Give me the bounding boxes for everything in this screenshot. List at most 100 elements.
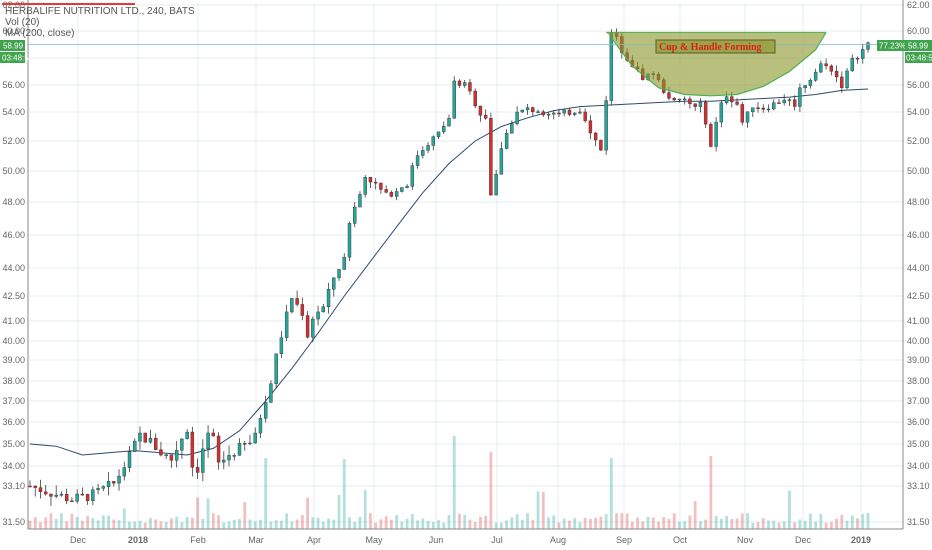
candle-body (353, 206, 357, 224)
x-tick: Mar (248, 535, 264, 545)
candle-body (588, 120, 593, 134)
x-tick: 2018 (128, 535, 148, 545)
y-tick-right: 39.00 (907, 355, 930, 365)
volume-bar (845, 520, 849, 529)
volume-bar (562, 518, 566, 529)
candle-body (368, 177, 373, 183)
candle-body (33, 485, 37, 488)
candle-body (735, 101, 739, 105)
candle-body (180, 438, 184, 451)
candle-body (593, 132, 598, 141)
candle-body (850, 57, 854, 72)
volume-bar (175, 516, 179, 529)
volume-bar (704, 519, 708, 529)
y-tick-left: 39.00 (2, 355, 25, 365)
volume-bar (238, 519, 241, 529)
candle-body (363, 177, 367, 195)
candle-body (777, 102, 781, 104)
candle-body (751, 107, 755, 112)
volume-bar (374, 522, 378, 529)
candle-body (243, 443, 247, 445)
volume-bar (128, 521, 131, 529)
candle-body (536, 111, 540, 113)
volume-bar (599, 516, 603, 529)
volume-bar (101, 515, 105, 529)
candle-body (379, 182, 383, 190)
candle-body (463, 82, 467, 86)
candle-body (410, 165, 415, 187)
volume-bar (683, 521, 687, 529)
volume-bar (515, 514, 519, 529)
candle-body (703, 101, 708, 125)
y-tick-right: 48.00 (907, 197, 930, 207)
candle-body (557, 112, 561, 115)
volume-bar (772, 520, 776, 529)
volume-bar (468, 519, 472, 529)
volume-bar (253, 521, 257, 529)
volume-bar (756, 522, 760, 529)
candle-body (316, 311, 320, 320)
y-tick-right: 34.00 (907, 461, 930, 471)
candle-body (138, 432, 142, 442)
volume-bar (232, 519, 236, 529)
y-tick-left: 56.00 (2, 80, 25, 90)
x-tick: Dec (70, 535, 87, 545)
candle-body (468, 82, 472, 92)
y-tick-left: 44.00 (2, 263, 25, 273)
volume-bar (740, 513, 744, 529)
candle-body (546, 113, 551, 116)
candle-body (677, 98, 682, 101)
volume-bar (337, 495, 341, 529)
candle-body (819, 63, 823, 73)
candle-body (54, 494, 58, 497)
candle-body (421, 150, 425, 156)
candle-body (101, 486, 106, 489)
volume-bar (510, 517, 514, 529)
candle-body (290, 298, 294, 313)
volume-bar (594, 517, 598, 529)
volume-bar (405, 518, 409, 529)
volume-bar (33, 517, 37, 529)
candle-body (824, 63, 828, 67)
annotation-box: Cup & Handle Forming (655, 39, 776, 54)
y-tick-left: 31.50 (2, 517, 25, 527)
volume-bar (484, 515, 488, 529)
volume-bar (531, 520, 535, 529)
y-tick-left: 60.00 (2, 26, 25, 36)
candle-body (562, 109, 566, 114)
candle-body (190, 431, 195, 468)
candle-body (745, 111, 750, 123)
volume-bar (70, 513, 74, 529)
candle-body (452, 80, 456, 119)
volume-bar (672, 513, 676, 529)
x-tick: Jul (491, 535, 503, 545)
volume-bar (201, 518, 205, 529)
candle-body (342, 256, 346, 270)
volume-bar (620, 513, 624, 529)
y-tick-left: 54.00 (2, 107, 25, 117)
volume-bar (489, 451, 493, 529)
volume-bar (719, 518, 723, 529)
candle-body (164, 454, 168, 456)
candle-body (861, 49, 865, 59)
candle-body (274, 353, 278, 384)
volume-bar (107, 515, 110, 529)
chart-title: HERBALIFE NUTRITION LTD., 240, BATS (5, 6, 195, 17)
volume-bar (793, 522, 797, 529)
y-tick-left: 36.00 (2, 417, 25, 427)
candle-body (49, 493, 53, 497)
candle-body (389, 192, 394, 197)
volume-bar (274, 520, 278, 529)
volume-bar (866, 513, 870, 529)
y-tick-left: 34.00 (2, 461, 25, 471)
volume-bar (578, 522, 582, 529)
volume-bar (437, 520, 440, 529)
candle-body (127, 451, 132, 468)
volume-bar (520, 519, 524, 529)
volume-bar (311, 517, 315, 529)
candle-body (232, 455, 236, 457)
volume-bar (840, 514, 844, 529)
y-tick-left: 33.10 (2, 481, 25, 491)
volume-bar (473, 522, 477, 529)
